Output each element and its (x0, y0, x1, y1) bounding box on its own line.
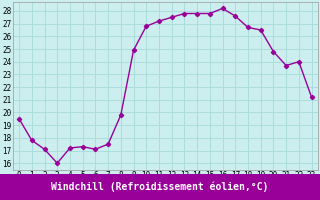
Text: Windchill (Refroidissement éolien,°C): Windchill (Refroidissement éolien,°C) (51, 182, 269, 192)
